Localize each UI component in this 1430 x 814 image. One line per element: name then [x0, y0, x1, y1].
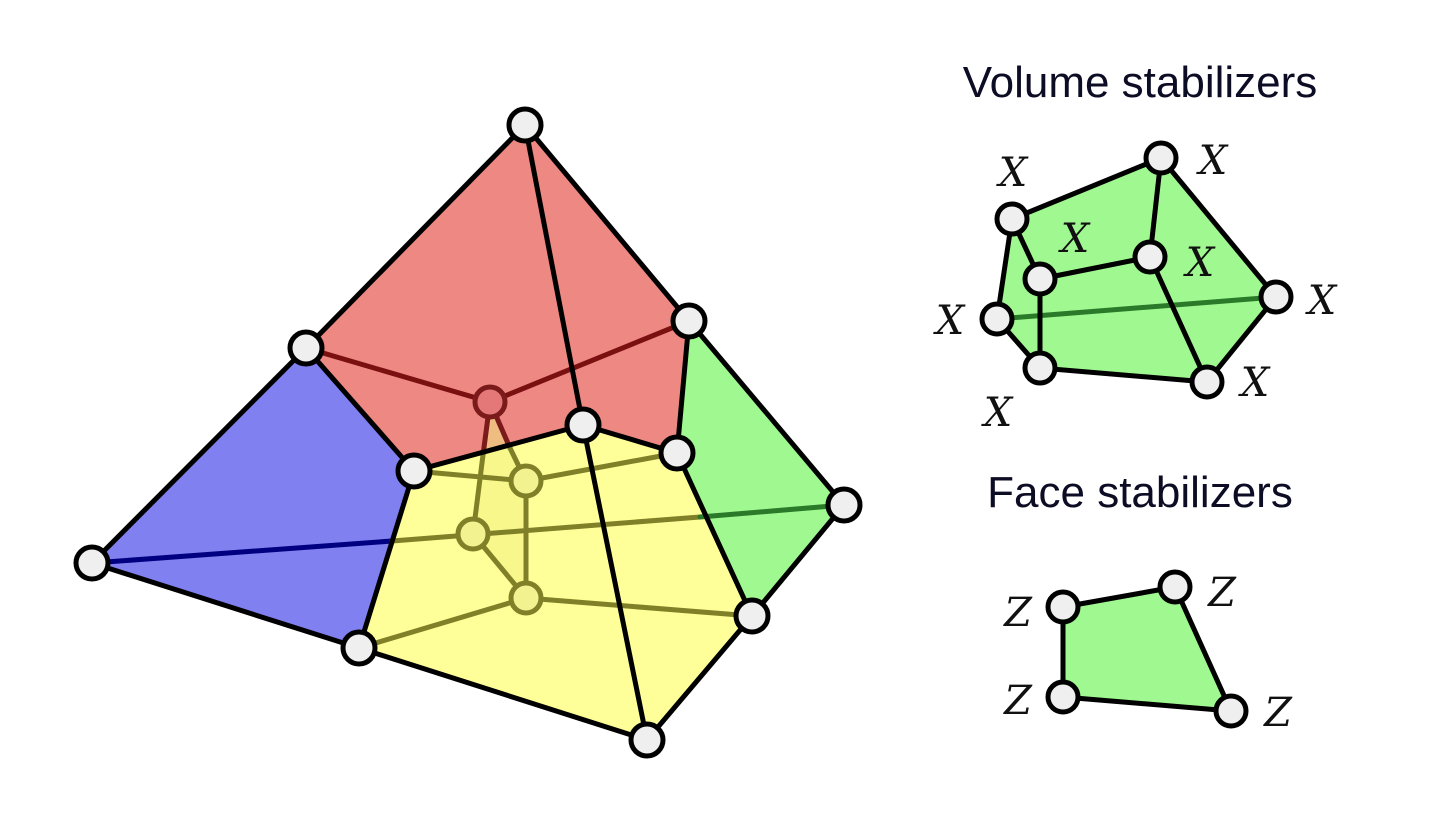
vertex	[979, 301, 1015, 337]
volume-stabilizer: Volume stabilizers X X X X X X	[933, 58, 1338, 436]
vertex	[1045, 679, 1081, 715]
z-label: Z	[1262, 690, 1293, 736]
vertex	[658, 434, 696, 472]
vertex	[628, 721, 666, 759]
x-label: X	[933, 298, 966, 344]
x-label: X	[1196, 138, 1229, 184]
vertex	[825, 486, 863, 524]
z-label: Z	[1002, 678, 1033, 724]
blue-cell	[92, 348, 414, 648]
vertex	[73, 544, 111, 582]
vertex	[1258, 279, 1294, 315]
vertex	[994, 201, 1030, 237]
x-label: X	[1058, 216, 1091, 262]
vertex	[1213, 693, 1249, 729]
front-nodes	[73, 106, 863, 759]
vertex	[395, 452, 433, 490]
hidden-nodes	[455, 384, 544, 616]
face-stabilizer: Face stabilizers Z Z Z Z	[987, 468, 1293, 736]
red-cell	[306, 125, 689, 471]
x-label: X	[996, 150, 1029, 196]
vertex	[564, 406, 602, 444]
x-label: X	[981, 390, 1014, 436]
vertex	[1132, 239, 1168, 275]
z-label: Z	[1206, 570, 1237, 616]
x-label: X	[1238, 360, 1271, 406]
vertex	[1022, 350, 1058, 386]
volume-nodes	[979, 140, 1294, 400]
vertex	[670, 302, 708, 340]
face-title: Face stabilizers	[987, 468, 1293, 517]
vertex	[287, 329, 325, 367]
x-label: X	[1183, 240, 1216, 286]
main-complex	[73, 106, 863, 759]
hidden-node	[455, 516, 491, 552]
yellow-cell	[359, 425, 752, 740]
vertex	[1045, 589, 1081, 625]
vertex	[1022, 261, 1058, 297]
z-label: Z	[1002, 590, 1033, 636]
vertex	[1157, 569, 1193, 605]
x-label: X	[1305, 278, 1338, 324]
vertex	[340, 629, 378, 667]
front-edges	[89, 122, 847, 743]
vertex	[506, 106, 544, 144]
hidden-edge	[996, 294, 1277, 322]
vertex	[1143, 140, 1179, 176]
vertex	[1189, 364, 1225, 400]
face-cell	[1060, 584, 1234, 714]
hidden-node	[508, 580, 544, 616]
vertex	[733, 597, 771, 635]
volume-operator-labels: X X X X X X X X	[933, 138, 1338, 436]
hidden-node-red	[472, 384, 508, 420]
volume-title: Volume stabilizers	[963, 58, 1318, 107]
hidden-node	[508, 463, 544, 499]
